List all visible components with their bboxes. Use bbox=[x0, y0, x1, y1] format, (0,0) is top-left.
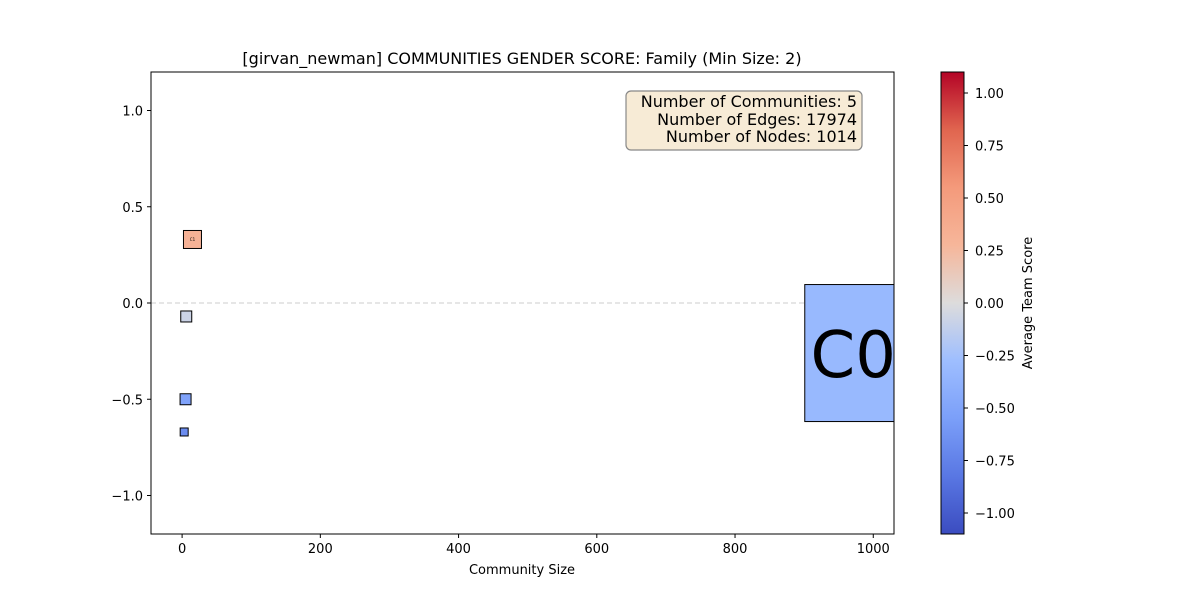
colorbar-tick-label: 0.00 bbox=[975, 297, 1004, 312]
colorbar-tick-label: 0.25 bbox=[975, 245, 1004, 260]
community-label: C0 bbox=[811, 319, 896, 393]
colorbar-tick-label: −0.50 bbox=[975, 402, 1015, 417]
x-tick-label: 200 bbox=[308, 542, 333, 557]
info-box-background bbox=[625, 90, 863, 151]
info-nodes: Number of Nodes: 1014 bbox=[666, 127, 857, 146]
community-marker bbox=[179, 393, 192, 406]
colorbar-tick-label: 1.00 bbox=[975, 87, 1004, 102]
community-marker bbox=[180, 310, 193, 323]
y-tick-label: −0.5 bbox=[111, 393, 143, 408]
chart-title: [girvan_newman] COMMUNITIES GENDER SCORE… bbox=[242, 49, 801, 69]
y-tick-label: −1.0 bbox=[111, 490, 143, 505]
colorbar-label: Average Team Score bbox=[1021, 237, 1036, 369]
colorbar-tick-label: 0.50 bbox=[975, 192, 1004, 207]
x-axis-label: Community Size bbox=[469, 563, 575, 578]
y-axis-ticks: −1.0 −0.5 0.0 0.5 1.0 bbox=[111, 105, 151, 505]
colorbar-gradient bbox=[940, 71, 965, 535]
x-tick-label: 800 bbox=[723, 542, 748, 557]
x-tick-label: 1000 bbox=[857, 542, 890, 557]
points-layer: C0 C1 bbox=[179, 229, 896, 437]
x-axis-ticks: 0 200 400 600 800 1000 bbox=[178, 534, 890, 557]
colorbar-tick-label: −0.25 bbox=[975, 350, 1015, 365]
info-box: Number of Communities: 5 Number of Edges… bbox=[625, 90, 863, 151]
colorbar-tick-label: −0.75 bbox=[975, 455, 1015, 470]
x-tick-label: 600 bbox=[584, 542, 609, 557]
colorbar-ticks: 1.00 0.75 0.50 0.25 0.00 −0.25 −0.50 −0.75 −1.00 bbox=[964, 87, 1015, 522]
x-tick-label: 0 bbox=[178, 542, 186, 557]
colorbar: 1.00 0.75 0.50 0.25 0.00 −0.25 −0.50 −0.75 −1.00… bbox=[940, 71, 1036, 535]
y-tick-label: 0.0 bbox=[122, 297, 143, 312]
info-edges: Number of Edges: 17974 bbox=[657, 110, 857, 129]
x-tick-label: 400 bbox=[446, 542, 471, 557]
info-communities: Number of Communities: 5 bbox=[641, 92, 857, 111]
colorbar-tick-label: 0.75 bbox=[975, 140, 1004, 155]
community-marker bbox=[182, 229, 202, 249]
colorbar-tick-label: −1.00 bbox=[975, 507, 1015, 522]
community-marker bbox=[179, 427, 189, 437]
y-tick-label: 0.5 bbox=[122, 201, 143, 216]
community-marker bbox=[804, 284, 894, 423]
community-label: C1 bbox=[190, 237, 196, 242]
y-tick-label: 1.0 bbox=[122, 105, 143, 120]
